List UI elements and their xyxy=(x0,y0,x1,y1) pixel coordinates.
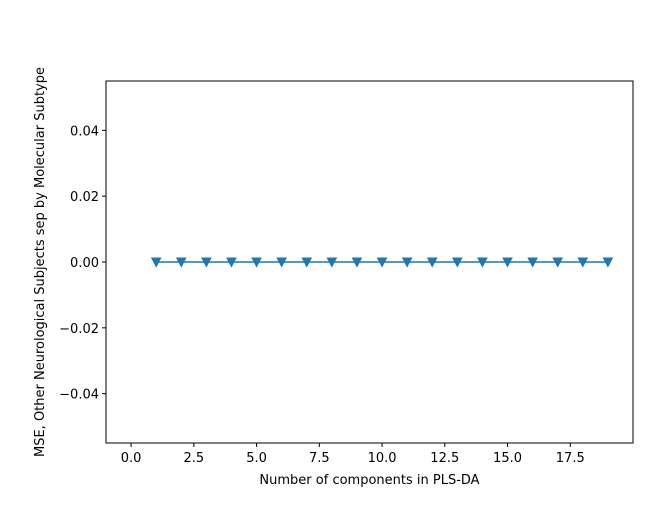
x-tick-label: 2.5 xyxy=(183,451,204,466)
y-tick-label: 0.04 xyxy=(70,124,99,139)
data-point-marker xyxy=(150,257,162,268)
data-point-marker xyxy=(452,257,463,268)
data-point-marker xyxy=(477,257,488,268)
plot-area xyxy=(150,257,614,268)
data-point-marker xyxy=(552,257,564,268)
data-point-marker xyxy=(276,257,287,268)
x-tick-label: 17.5 xyxy=(556,451,585,466)
x-tick-label: 5.0 xyxy=(246,451,267,466)
y-axis-label: MSE, Other Neurological Subjects sep by … xyxy=(33,67,48,457)
data-point-marker xyxy=(175,257,187,268)
x-axis: 0.0 2.5 5.0 7.5 10.0 12.5 15.0 17.5 xyxy=(121,443,585,466)
y-tick-label: 0.00 xyxy=(70,256,99,271)
data-point-marker xyxy=(301,257,313,268)
data-point-marker xyxy=(226,257,237,268)
data-point-marker xyxy=(577,257,589,268)
x-tick-label: 15.0 xyxy=(493,451,522,466)
data-point-marker xyxy=(326,257,338,268)
data-point-marker xyxy=(201,257,212,268)
data-point-marker xyxy=(602,257,614,268)
y-axis: 0.04 0.02 0.00 −0.02 −0.04 xyxy=(59,124,106,403)
y-tick-label: 0.02 xyxy=(70,190,99,205)
data-point-marker xyxy=(251,257,262,268)
x-axis-label: Number of components in PLS-DA xyxy=(259,473,479,488)
data-point-marker xyxy=(502,257,513,268)
x-tick-label: 0.0 xyxy=(121,451,142,466)
data-point-marker xyxy=(426,257,438,268)
x-tick-label: 7.5 xyxy=(309,451,330,466)
x-tick-label: 12.5 xyxy=(430,451,459,466)
data-point-marker xyxy=(376,257,388,268)
data-point-marker xyxy=(401,257,413,268)
data-point-marker xyxy=(351,257,363,268)
x-tick-label: 10.0 xyxy=(368,451,397,466)
data-point-marker xyxy=(527,257,538,268)
y-tick-label: −0.04 xyxy=(59,388,99,403)
y-tick-label: −0.02 xyxy=(59,322,99,337)
